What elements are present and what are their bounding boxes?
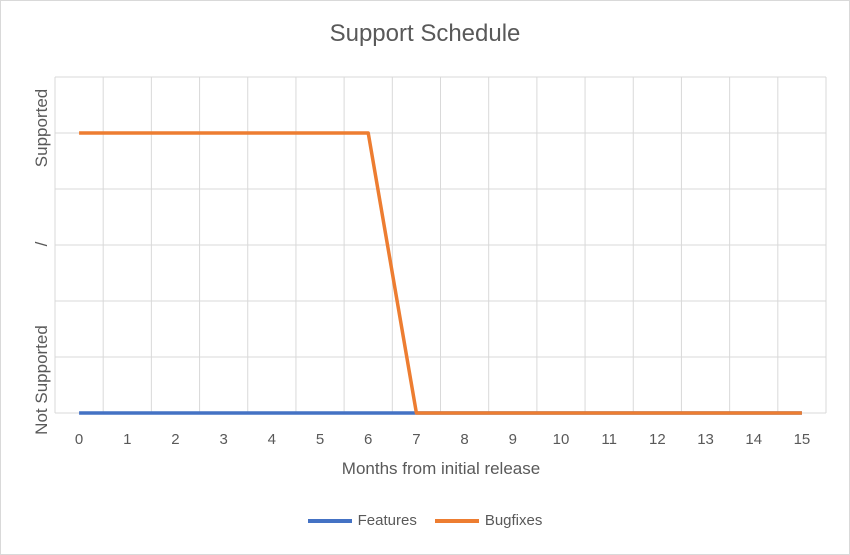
x-tick-label: 7 — [412, 431, 420, 448]
x-tick-label: 1 — [123, 431, 131, 448]
legend-label-bugfixes: Bugfixes — [484, 512, 543, 529]
legend-item-features: Features — [307, 512, 417, 529]
x-tick-label: 12 — [649, 431, 666, 448]
x-axis-label: Months from initial release — [342, 459, 540, 478]
x-tick-label: 2 — [171, 431, 179, 448]
series-line-bugfixes — [79, 131, 802, 415]
series-lines — [79, 131, 802, 415]
x-tick-label: 0 — [75, 431, 83, 448]
x-tick-label: 14 — [745, 431, 762, 448]
x-tick-label: 6 — [364, 431, 372, 448]
x-tick-labels: 0 1 2 3 4 5 6 7 8 9 10 11 12 13 14 15 — [75, 431, 810, 448]
x-tick-label: 9 — [509, 431, 517, 448]
x-tick-label: 11 — [601, 431, 617, 448]
chart-title: Support Schedule — [329, 20, 521, 47]
x-tick-label: 13 — [697, 431, 714, 448]
legend: Features Bugfixes — [0, 512, 850, 529]
y-axis-label-mid: / — [32, 241, 51, 246]
legend-swatch-bugfixes — [434, 518, 479, 523]
legend-label-features: Features — [357, 512, 417, 529]
legend-item-bugfixes: Bugfixes — [434, 512, 543, 529]
x-tick-label: 3 — [219, 431, 227, 448]
x-tick-label: 4 — [268, 431, 276, 448]
x-tick-label: 10 — [553, 431, 570, 448]
x-tick-label: 15 — [794, 431, 811, 448]
x-tick-label: 5 — [316, 431, 324, 448]
x-tick-label: 8 — [460, 431, 468, 448]
y-axis-label-bottom: Not Supported — [32, 325, 51, 435]
y-axis-label-top: Supported — [32, 89, 51, 167]
legend-swatch-features — [307, 518, 352, 523]
grid-lines — [54, 76, 827, 414]
